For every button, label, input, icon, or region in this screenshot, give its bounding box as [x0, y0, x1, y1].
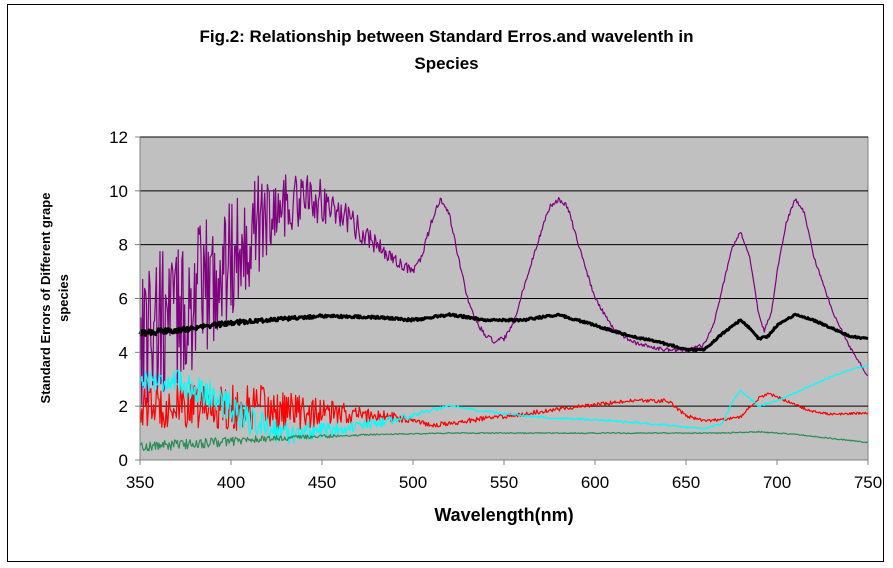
x-tick-label-700: 700: [763, 473, 791, 492]
x-tick-label-600: 600: [581, 473, 609, 492]
chart-title-line1: Fig.2: Relationship between Standard Err…: [199, 27, 694, 46]
y-tick-label-8: 8: [119, 236, 128, 255]
series-line-4: [139, 365, 869, 445]
y-tick-label-2: 2: [119, 397, 128, 416]
x-tick-label-650: 650: [672, 473, 700, 492]
x-tick-label-400: 400: [217, 473, 245, 492]
series-line-3: [139, 384, 869, 431]
x-tick-label-550: 550: [490, 473, 518, 492]
series-line-5: [139, 430, 868, 452]
y-tick-label-12: 12: [109, 128, 128, 147]
y-tick-label-6: 6: [119, 290, 128, 309]
series-line-2: [138, 312, 869, 353]
series-line-1: [139, 174, 869, 405]
chart-title: Fig.2: Relationship between Standard Err…: [8, 23, 885, 77]
y-tick-label-0: 0: [119, 451, 128, 470]
x-tick-label-500: 500: [399, 473, 427, 492]
y-tick-label-4: 4: [119, 343, 128, 362]
x-tick-label-750: 750: [854, 473, 882, 492]
axes: [135, 136, 869, 465]
x-axis-title: Wavelength(nm): [434, 505, 573, 525]
series-group: [138, 174, 869, 452]
chart-title-line2: Species: [414, 54, 479, 73]
y-tick-label-10: 10: [109, 182, 128, 201]
x-tick-label-350: 350: [126, 473, 154, 492]
x-tick-label-450: 450: [308, 473, 336, 492]
y-axis-title-line1: Standard Errors of Different grape: [38, 193, 53, 404]
y-axis-title-line2: species: [56, 274, 71, 322]
tick-labels: 350 400 450 500 550 600 650 700 750 0 2 4 6 8 10 12: [109, 128, 882, 492]
